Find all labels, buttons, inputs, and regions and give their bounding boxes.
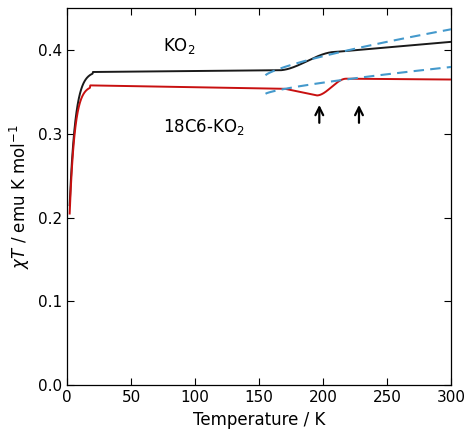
X-axis label: Temperature / K: Temperature / K [193, 411, 325, 429]
Text: KO$_2$: KO$_2$ [163, 36, 196, 56]
Y-axis label: $\chi T$ / emu K mol$^{-1}$: $\chi T$ / emu K mol$^{-1}$ [9, 125, 32, 269]
Text: 18C6-KO$_2$: 18C6-KO$_2$ [163, 117, 245, 137]
